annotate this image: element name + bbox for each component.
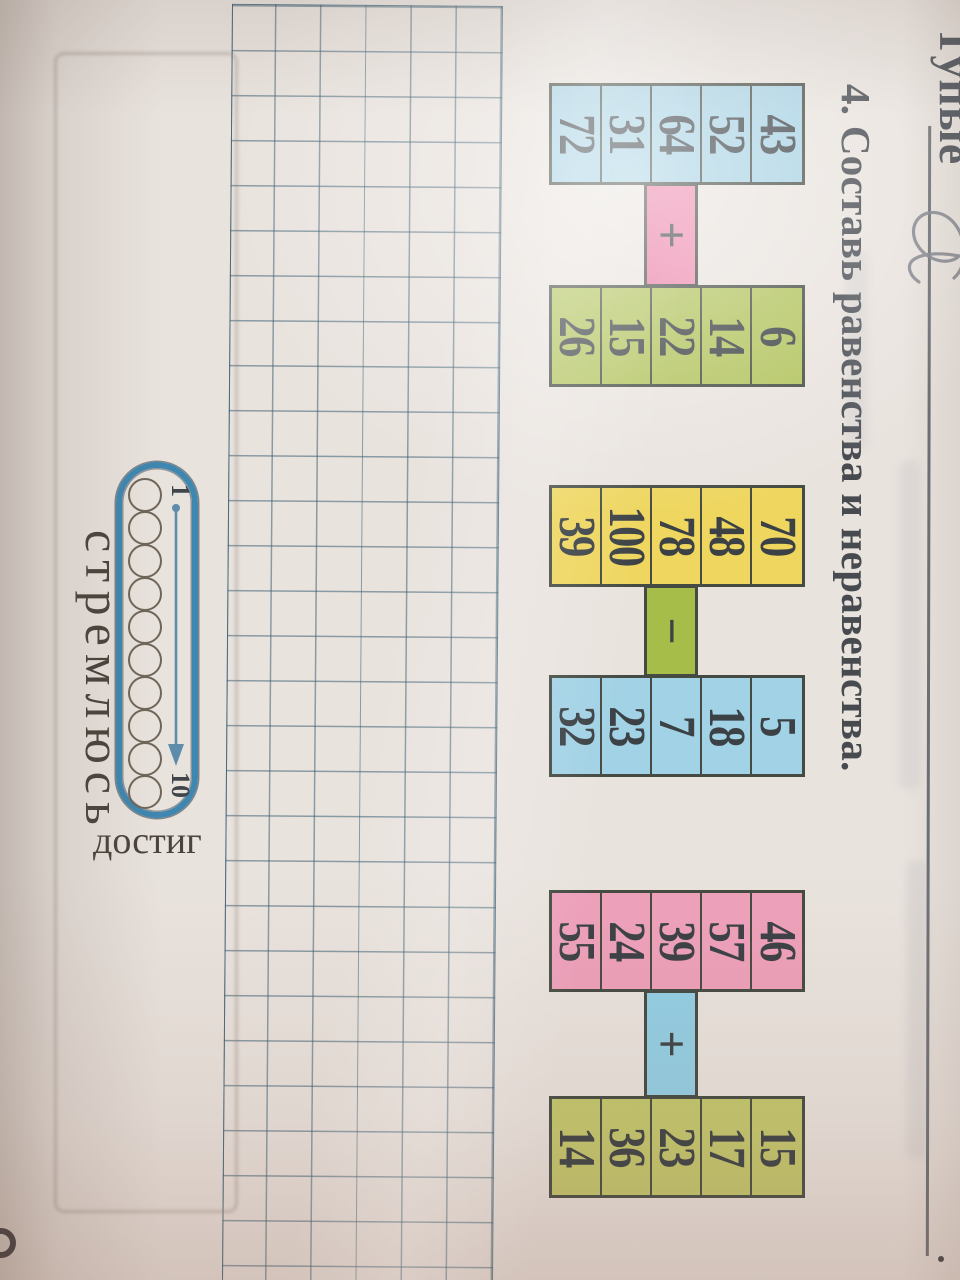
scale-circle <box>128 709 162 743</box>
label-achieved: достиг <box>93 820 202 862</box>
scale-arrow-icon <box>168 504 184 766</box>
scale-end-label: 10 <box>166 772 195 798</box>
number-cell: 17 <box>698 1099 755 1195</box>
scale-circle <box>128 610 162 644</box>
number-cell: 48 <box>698 488 755 584</box>
number-cell: 43 <box>749 86 806 182</box>
group1-column-b: 6 14 22 15 26 <box>548 285 806 387</box>
squared-grid-area <box>221 3 503 1280</box>
number-cell: 5 <box>749 678 806 774</box>
group3-operator-cell: + <box>644 990 698 1098</box>
scale-circle <box>128 544 162 578</box>
scale-circle <box>128 643 162 677</box>
bleed-through-smudge <box>906 860 928 1160</box>
number-cell: 15 <box>598 288 655 384</box>
number-cell: 46 <box>749 893 806 989</box>
number-cell: 100 <box>598 488 655 584</box>
number-cell: 26 <box>548 288 605 384</box>
group2-operator-cell: − <box>644 585 698 677</box>
number-cell: 55 <box>548 893 605 989</box>
number-cell: 23 <box>648 1099 705 1195</box>
handwritten-letter <box>907 210 960 284</box>
number-cell: 14 <box>548 1099 605 1195</box>
number-cell: 31 <box>598 86 655 182</box>
bleed-through-smudge <box>898 460 920 790</box>
number-cell: 57 <box>698 893 755 989</box>
header-word: Тупые <box>930 26 960 166</box>
group2-column-b: 5 18 7 23 32 <box>548 675 806 777</box>
scale-circle <box>128 478 162 512</box>
scale-circle <box>128 742 162 776</box>
number-cell: 36 <box>598 1099 655 1195</box>
number-cell: 14 <box>698 288 755 384</box>
bleed-through-smudge <box>846 250 868 450</box>
number-cell: 70 <box>749 488 806 584</box>
number-cell: 7 <box>648 678 705 774</box>
number-cell: 24 <box>598 893 655 989</box>
number-cell: 72 <box>548 86 605 182</box>
group2-column-a: 70 48 78 100 39 <box>548 485 806 587</box>
scale-circle <box>128 676 162 710</box>
group3-column-b: 15 17 23 36 14 <box>548 1096 806 1198</box>
scale-circle <box>128 577 162 611</box>
group3-column-a: 46 57 39 24 55 <box>548 890 806 992</box>
number-cell: 52 <box>698 86 755 182</box>
header-line-period <box>938 1256 944 1262</box>
number-cell: 22 <box>648 288 705 384</box>
number-cell: 39 <box>548 488 605 584</box>
scale-circle <box>128 511 162 545</box>
ink-mark <box>0 1228 16 1258</box>
number-cell: 15 <box>749 1099 806 1195</box>
number-cell: 18 <box>698 678 755 774</box>
number-cell: 23 <box>598 678 655 774</box>
number-cell: 6 <box>749 288 806 384</box>
number-cell: 78 <box>648 488 705 584</box>
number-cell: 32 <box>548 678 605 774</box>
label-strive: стремлюсь <box>75 530 131 833</box>
scale-circle <box>128 775 162 809</box>
scale-start-label: 1 <box>166 484 195 497</box>
group1-column-a: 43 52 64 31 72 <box>548 83 806 185</box>
number-cell: 39 <box>648 893 705 989</box>
group1-operator-cell: + <box>644 183 698 287</box>
number-cell: 64 <box>648 86 705 182</box>
